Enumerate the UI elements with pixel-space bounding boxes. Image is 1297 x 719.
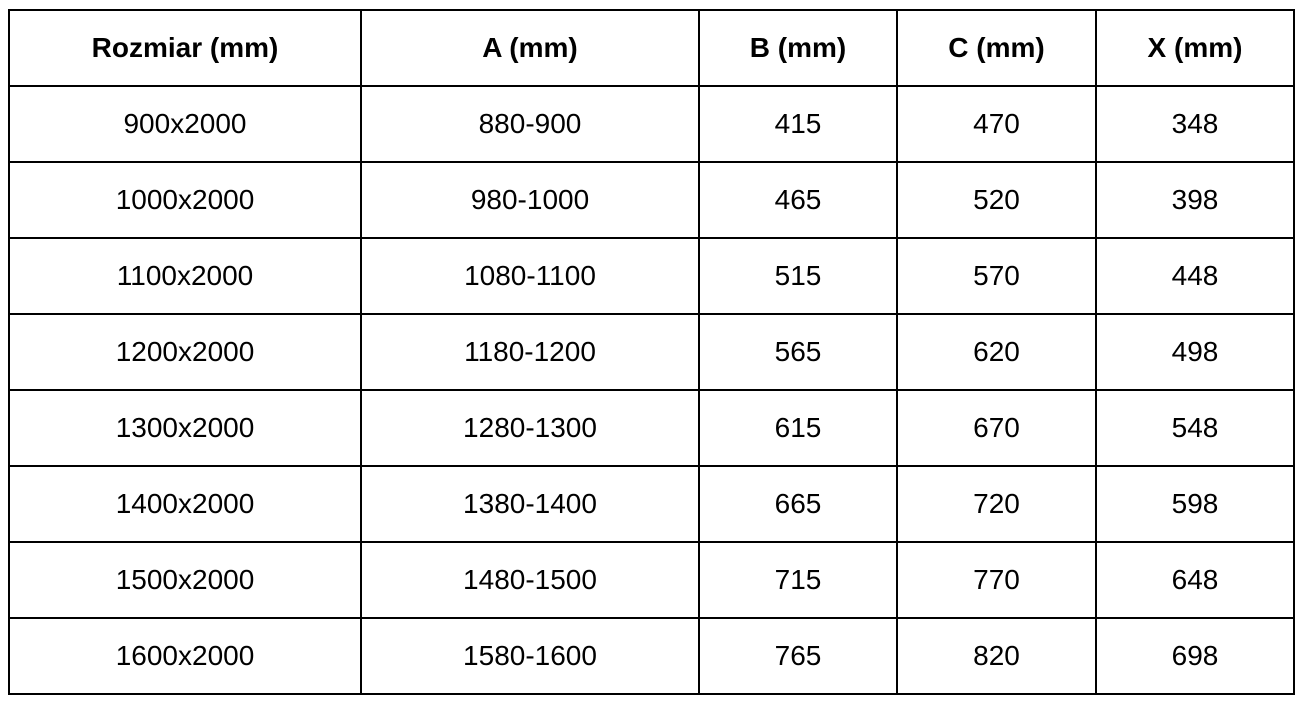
table-cell: 498 bbox=[1095, 313, 1295, 391]
table-cell: 465 bbox=[698, 161, 898, 239]
table-cell: 980-1000 bbox=[360, 161, 700, 239]
table-cell: 665 bbox=[698, 465, 898, 543]
table-cell: 1100x2000 bbox=[8, 237, 362, 315]
table-cell: 648 bbox=[1095, 541, 1295, 619]
table-row: 900x2000 880-900 415 470 348 bbox=[8, 85, 1295, 163]
table-cell: 1180-1200 bbox=[360, 313, 700, 391]
table-cell: 1300x2000 bbox=[8, 389, 362, 467]
table-cell: 670 bbox=[896, 389, 1097, 467]
header-cell: X (mm) bbox=[1095, 9, 1295, 87]
table-row: 1600x2000 1580-1600 765 820 698 bbox=[8, 617, 1295, 695]
table-row: 1100x2000 1080-1100 515 570 448 bbox=[8, 237, 1295, 315]
header-cell: Rozmiar (mm) bbox=[8, 9, 362, 87]
table-row: 1300x2000 1280-1300 615 670 548 bbox=[8, 389, 1295, 467]
table-cell: 615 bbox=[698, 389, 898, 467]
table-cell: 1200x2000 bbox=[8, 313, 362, 391]
table-cell: 398 bbox=[1095, 161, 1295, 239]
table-row: 1200x2000 1180-1200 565 620 498 bbox=[8, 313, 1295, 391]
table-cell: 620 bbox=[896, 313, 1097, 391]
table-row: 1000x2000 980-1000 465 520 398 bbox=[8, 161, 1295, 239]
header-cell: A (mm) bbox=[360, 9, 700, 87]
header-cell: C (mm) bbox=[896, 9, 1097, 87]
table-row: 1400x2000 1380-1400 665 720 598 bbox=[8, 465, 1295, 543]
table-cell: 770 bbox=[896, 541, 1097, 619]
table-cell: 1580-1600 bbox=[360, 617, 700, 695]
table-cell: 1000x2000 bbox=[8, 161, 362, 239]
table-row: 1500x2000 1480-1500 715 770 648 bbox=[8, 541, 1295, 619]
table-cell: 1280-1300 bbox=[360, 389, 700, 467]
table-cell: 565 bbox=[698, 313, 898, 391]
dimensions-table: Rozmiar (mm) A (mm) B (mm) C (mm) X (mm)… bbox=[8, 9, 1295, 695]
table-cell: 1400x2000 bbox=[8, 465, 362, 543]
table-cell: 520 bbox=[896, 161, 1097, 239]
table-cell: 415 bbox=[698, 85, 898, 163]
table-cell: 880-900 bbox=[360, 85, 700, 163]
table-cell: 1080-1100 bbox=[360, 237, 700, 315]
table-cell: 598 bbox=[1095, 465, 1295, 543]
table-cell: 1480-1500 bbox=[360, 541, 700, 619]
table-cell: 765 bbox=[698, 617, 898, 695]
header-row: Rozmiar (mm) A (mm) B (mm) C (mm) X (mm) bbox=[8, 9, 1295, 87]
table-cell: 1500x2000 bbox=[8, 541, 362, 619]
table-cell: 1600x2000 bbox=[8, 617, 362, 695]
table-cell: 715 bbox=[698, 541, 898, 619]
table-cell: 348 bbox=[1095, 85, 1295, 163]
table-cell: 698 bbox=[1095, 617, 1295, 695]
table-cell: 720 bbox=[896, 465, 1097, 543]
table-cell: 1380-1400 bbox=[360, 465, 700, 543]
table-cell: 548 bbox=[1095, 389, 1295, 467]
header-cell: B (mm) bbox=[698, 9, 898, 87]
table-cell: 570 bbox=[896, 237, 1097, 315]
table-cell: 470 bbox=[896, 85, 1097, 163]
table-cell: 515 bbox=[698, 237, 898, 315]
table-cell: 900x2000 bbox=[8, 85, 362, 163]
table-cell: 820 bbox=[896, 617, 1097, 695]
table-cell: 448 bbox=[1095, 237, 1295, 315]
